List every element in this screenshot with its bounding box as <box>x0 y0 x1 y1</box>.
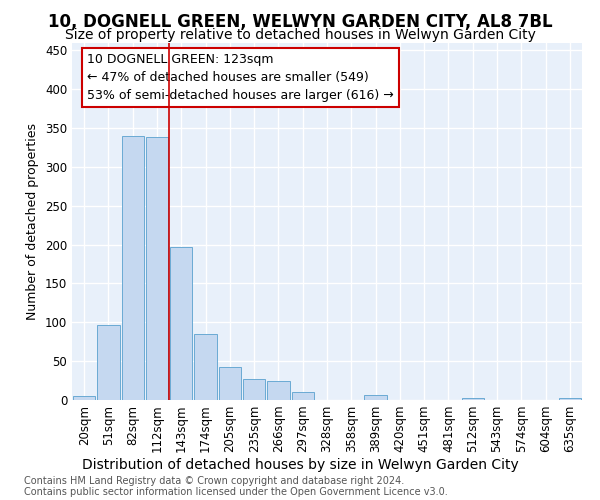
Bar <box>364 396 387 400</box>
Text: Distribution of detached houses by size in Welwyn Garden City: Distribution of detached houses by size … <box>82 458 518 471</box>
Text: Contains HM Land Registry data © Crown copyright and database right 2024.: Contains HM Land Registry data © Crown c… <box>24 476 404 486</box>
Bar <box>559 398 581 400</box>
Bar <box>218 368 241 400</box>
Text: Contains public sector information licensed under the Open Government Licence v3: Contains public sector information licen… <box>24 487 448 497</box>
Bar <box>292 392 314 400</box>
Bar <box>461 398 484 400</box>
Bar <box>170 247 193 400</box>
Bar <box>267 380 290 400</box>
Text: Size of property relative to detached houses in Welwyn Garden City: Size of property relative to detached ho… <box>65 28 535 42</box>
Bar <box>243 379 265 400</box>
Y-axis label: Number of detached properties: Number of detached properties <box>26 122 40 320</box>
Bar <box>73 396 95 400</box>
Bar <box>97 324 119 400</box>
Bar <box>146 138 168 400</box>
Bar <box>194 334 217 400</box>
Text: 10 DOGNELL GREEN: 123sqm
← 47% of detached houses are smaller (549)
53% of semi-: 10 DOGNELL GREEN: 123sqm ← 47% of detach… <box>88 53 394 102</box>
Bar <box>122 136 144 400</box>
Text: 10, DOGNELL GREEN, WELWYN GARDEN CITY, AL8 7BL: 10, DOGNELL GREEN, WELWYN GARDEN CITY, A… <box>47 12 553 30</box>
